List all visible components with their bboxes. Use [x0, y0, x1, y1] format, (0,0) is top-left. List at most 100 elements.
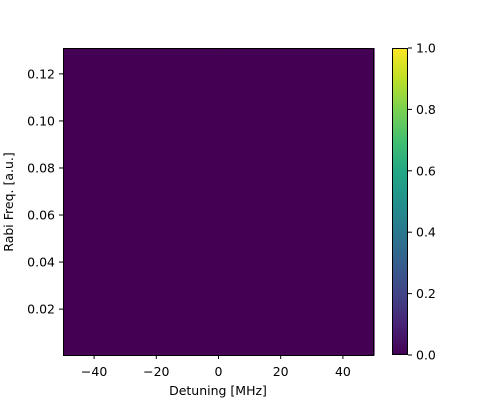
heatmap-cell: [234, 178, 243, 187]
heatmap-cell: [94, 178, 103, 187]
heatmap-cell: [195, 186, 204, 195]
heatmap-cell: [179, 255, 189, 264]
heatmap-cell: [327, 109, 336, 118]
heatmap-cell: [78, 216, 87, 226]
heatmap-cell: [202, 285, 212, 295]
heatmap-cell: [257, 216, 266, 226]
heatmap-cell: [218, 347, 227, 356]
heatmap-cell: [179, 216, 189, 226]
heatmap-cell: [140, 270, 150, 279]
heatmap-cell: [366, 316, 375, 325]
heatmap-cell: [202, 140, 212, 149]
heatmap-cell: [257, 55, 266, 64]
heatmap-cell: [125, 109, 134, 118]
heatmap-cell: [109, 270, 119, 279]
heatmap-cell: [265, 193, 274, 203]
heatmap-cell: [218, 247, 227, 256]
heatmap-cell: [202, 71, 212, 80]
heatmap-cell: [257, 71, 266, 80]
heatmap-cell: [249, 347, 258, 356]
heatmap-cell: [187, 239, 196, 249]
heatmap-cell: [70, 255, 80, 264]
heatmap-cell: [210, 324, 220, 333]
heatmap-cell: [156, 140, 165, 149]
heatmap-cell: [179, 147, 189, 157]
heatmap-cell: [195, 209, 204, 218]
heatmap-cell: [187, 224, 196, 233]
heatmap-cell: [257, 78, 266, 87]
heatmap-cell: [280, 324, 290, 333]
heatmap-cell: [156, 308, 165, 318]
heatmap-cell: [350, 301, 360, 310]
heatmap-cell: [288, 308, 297, 318]
heatmap-cell: [202, 270, 212, 279]
heatmap-cell: [179, 86, 189, 95]
heatmap-cell: [132, 140, 142, 149]
heatmap-cell: [171, 293, 181, 302]
heatmap-cell: [366, 239, 375, 249]
heatmap-cell: [319, 255, 328, 264]
heatmap-cell: [304, 270, 313, 279]
heatmap-cell: [156, 163, 165, 172]
heatmap-cell: [109, 347, 119, 356]
heatmap-cell: [296, 224, 305, 233]
heatmap-cell: [350, 255, 360, 264]
heatmap-cell: [86, 247, 95, 256]
heatmap-cell: [265, 48, 274, 57]
heatmap-cell: [358, 232, 367, 241]
heatmap-cell: [202, 186, 212, 195]
heatmap-cell: [350, 163, 360, 172]
heatmap-cell: [280, 331, 290, 341]
heatmap-cell: [210, 101, 220, 110]
heatmap-cell: [94, 316, 103, 325]
heatmap-cell: [234, 224, 243, 233]
heatmap-cell: [342, 109, 352, 118]
heatmap-cell: [296, 117, 305, 126]
heatmap-cell: [156, 209, 165, 218]
heatmap-cell: [101, 109, 111, 118]
heatmap-cell: [350, 247, 360, 256]
heatmap-cell: [288, 132, 297, 141]
heatmap-cell: [78, 209, 87, 218]
heatmap-cell: [187, 48, 196, 57]
heatmap-cell: [171, 339, 181, 348]
heatmap-cell: [265, 155, 274, 164]
heatmap-cell: [195, 55, 204, 64]
heatmap-cell: [78, 101, 87, 110]
heatmap-cell: [70, 285, 80, 295]
heatmap-cell: [280, 163, 290, 172]
heatmap-cell: [171, 331, 181, 341]
heatmap-cell: [187, 285, 196, 295]
heatmap-cell: [109, 124, 119, 134]
heatmap-cell: [164, 331, 173, 341]
heatmap-cell: [132, 247, 142, 256]
heatmap-cell: [109, 239, 119, 249]
heatmap-cell: [304, 255, 313, 264]
heatmap-cell: [86, 285, 95, 295]
heatmap-cell: [148, 78, 157, 87]
heatmap-cell: [94, 301, 103, 310]
heatmap-cell: [63, 101, 72, 110]
heatmap-cell: [327, 232, 336, 241]
heatmap-cell: [280, 316, 290, 325]
heatmap-cell: [265, 63, 274, 72]
heatmap-cell: [125, 178, 134, 187]
heatmap-cell: [218, 232, 227, 241]
heatmap-cell: [335, 71, 344, 80]
heatmap-cell: [156, 247, 165, 256]
heatmap-cell: [117, 163, 126, 172]
heatmap-cell: [257, 201, 266, 210]
heatmap-cell: [179, 209, 189, 218]
heatmap-cell: [327, 55, 336, 64]
heatmap-cell: [148, 124, 157, 134]
heatmap-cell: [117, 94, 126, 103]
heatmap-cell: [86, 209, 95, 218]
heatmap-cell: [304, 155, 313, 164]
heatmap-cell: [63, 308, 72, 318]
heatmap-cell: [195, 147, 204, 157]
heatmap-cell: [94, 347, 103, 356]
heatmap-cell: [257, 324, 266, 333]
heatmap-cell: [358, 132, 367, 141]
heatmap-cell: [335, 109, 344, 118]
heatmap-cell: [358, 278, 367, 287]
